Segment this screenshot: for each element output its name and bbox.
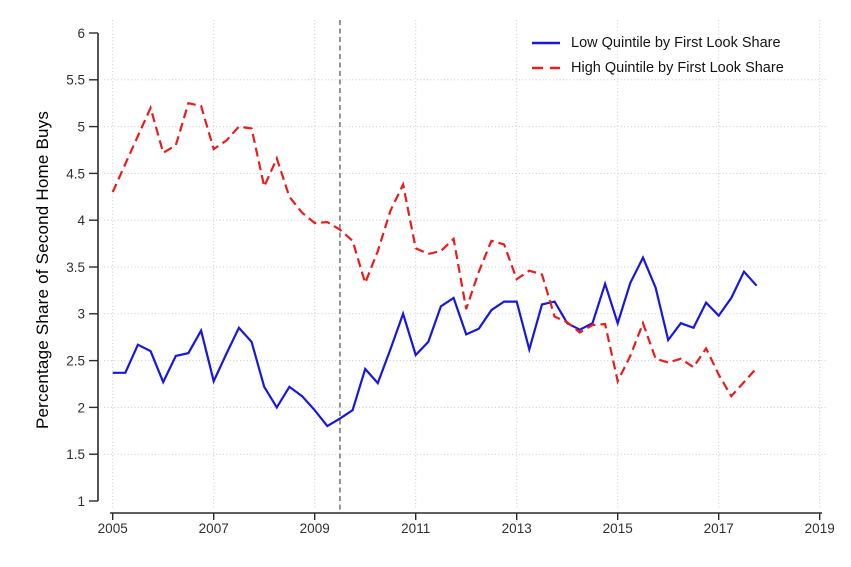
- legend: Low Quintile by First Look Share High Qu…: [531, 30, 784, 80]
- legend-swatch-solid-line-icon: [532, 41, 560, 44]
- y-tick-label: 5.5: [66, 73, 85, 88]
- x-tick-label: 2015: [603, 521, 633, 536]
- y-tick-label: 3.5: [66, 260, 85, 275]
- x-tick-label: 2011: [401, 521, 430, 536]
- x-tick-label: 2009: [300, 521, 330, 536]
- x-tick-label: 2017: [704, 521, 734, 536]
- y-tick-label: 1.5: [66, 447, 85, 462]
- legend-item-low-quintile: Low Quintile by First Look Share: [531, 30, 784, 55]
- series-line-low-quintile: [112, 254, 758, 428]
- y-tick-label: 4: [77, 213, 85, 228]
- series-line-high-quintile: [111, 101, 758, 399]
- x-tick-label: 2007: [199, 521, 229, 536]
- y-tick-label: 6: [77, 26, 85, 41]
- y-tick-label: 3: [77, 307, 85, 322]
- x-tick-label: 2005: [98, 521, 128, 536]
- legend-swatch-dashed-line-icon: [532, 66, 560, 69]
- x-tick-label: 2019: [805, 521, 835, 536]
- legend-label-high-quintile: High Quintile by First Look Share: [571, 59, 784, 76]
- x-tick-label: 2013: [502, 521, 532, 536]
- y-axis-title: Percentage Share of Second Home Buys: [33, 110, 52, 430]
- y-tick-label: 2.5: [66, 353, 85, 368]
- y-tick-label: 4.5: [66, 166, 85, 181]
- y-tick-label: 2: [77, 400, 85, 415]
- legend-label-low-quintile: Low Quintile by First Look Share: [571, 34, 781, 51]
- legend-item-high-quintile: High Quintile by First Look Share: [531, 55, 784, 80]
- y-tick-label: 5: [77, 119, 85, 134]
- y-tick-label: 1: [77, 494, 85, 509]
